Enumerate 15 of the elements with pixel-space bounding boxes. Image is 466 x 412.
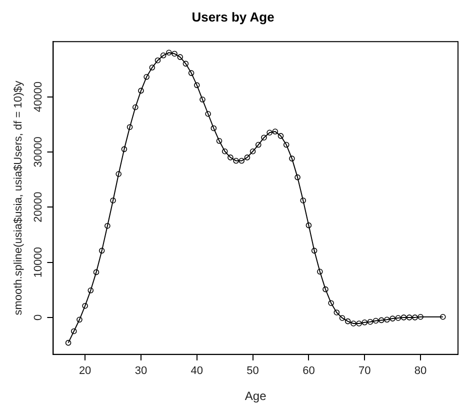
chart-title: Users by Age — [192, 9, 274, 24]
y-tick-label: 0 — [32, 314, 45, 320]
y-tick-label: 10000 — [32, 246, 45, 278]
y-tick-label: 20000 — [32, 192, 45, 222]
x-tick-label: 70 — [358, 365, 371, 378]
x-tick-label: 20 — [78, 365, 92, 378]
x-tick-label: 40 — [190, 365, 204, 378]
x-tick-label: 30 — [134, 365, 148, 378]
x-tick-label: 60 — [302, 365, 315, 378]
y-tick-label: 40000 — [32, 81, 45, 112]
x-tick-label: 50 — [246, 365, 259, 378]
x-tick-label: 80 — [414, 365, 427, 378]
y-tick-label: 30000 — [32, 136, 45, 168]
x-axis-title: Age — [244, 389, 267, 404]
y-axis-title: smooth.spline(usia$usia, usia$Users, df = 10)$y — [12, 80, 25, 316]
